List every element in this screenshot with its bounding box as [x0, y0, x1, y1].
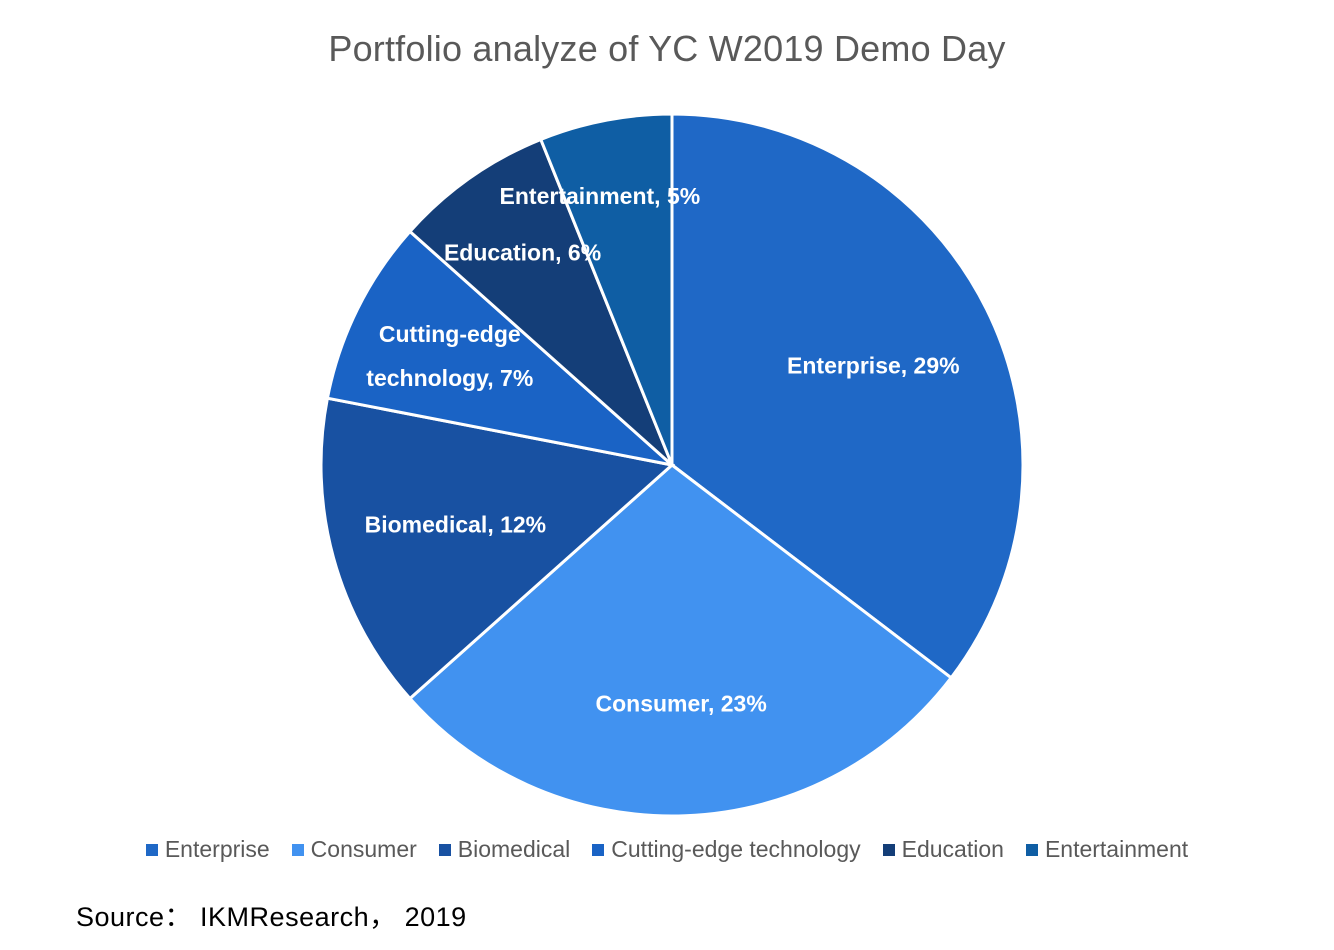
legend-swatch: [438, 843, 451, 856]
legend-label: Entertainment: [1044, 836, 1189, 862]
legend-label: Biomedical: [457, 836, 571, 862]
pie-slices: [319, 112, 1025, 818]
pie-slice-entertainment: [538, 112, 674, 466]
data-label-entertainment: Entertainment, 5%: [500, 183, 701, 209]
legend-swatch: [145, 843, 158, 856]
legend: Enterprise Consumer Biomedical Cutting-edge…: [0, 836, 1334, 863]
legend-swatch: [592, 843, 605, 856]
data-label-cutting-edge-technology: Cutting-edge technology, 7%: [366, 321, 533, 391]
pie-slice-cutting-edge-technology: [325, 229, 678, 468]
data-label-enterprise: Enterprise, 29%: [787, 352, 960, 378]
data-label-consumer: Consumer, 23%: [595, 691, 766, 717]
legend-label: Consumer: [310, 836, 417, 862]
pie-slice-biomedical: [319, 396, 676, 701]
pie-slice-enterprise: [670, 112, 1025, 680]
legend-label: Enterprise: [164, 836, 270, 862]
legend-item-enterprise: Enterprise: [145, 836, 270, 863]
legend-label: Cutting-edge technology: [611, 836, 861, 862]
legend-item-biomedical: Biomedical: [438, 836, 571, 863]
chart-title: Portfolio analyze of YC W2019 Demo Day: [328, 28, 1006, 69]
legend-item-consumer: Consumer: [291, 836, 417, 863]
pie-slice-education: [407, 137, 674, 467]
legend-swatch: [291, 843, 304, 856]
data-label-biomedical: Biomedical, 12%: [365, 512, 547, 538]
legend-item-cutting-edge-technology: Cutting-edge technology: [592, 836, 861, 863]
legend-label: Education: [901, 836, 1004, 862]
pie-labels: Enterprise, 29% Consumer, 23% Biomedical, …: [365, 183, 960, 716]
legend-swatch: [1025, 843, 1038, 856]
legend-swatch: [882, 843, 895, 856]
legend-item-entertainment: Entertainment: [1025, 836, 1189, 863]
pie-slice-consumer: [407, 463, 954, 818]
source-note: Source： IKMResearch， 2019: [76, 902, 467, 932]
pie-chart: Enterprise, 29% Consumer, 23% Biomedical, …: [319, 112, 1025, 818]
legend-item-education: Education: [882, 836, 1004, 863]
data-label-education: Education, 6%: [444, 240, 601, 266]
